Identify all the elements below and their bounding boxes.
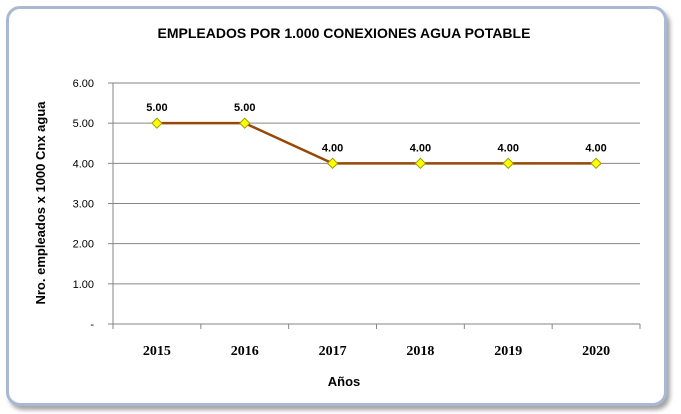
y-tick-labels: - 1.00 2.00 3.00 4.00 5.00 6.00 bbox=[73, 78, 95, 331]
y-tick-label: - bbox=[90, 319, 94, 331]
x-tick-label: 2020 bbox=[582, 344, 610, 359]
data-label: 4.00 bbox=[322, 142, 343, 154]
x-tick-label: 2018 bbox=[406, 344, 434, 359]
chart-frame bbox=[6, 6, 667, 406]
data-point-marker bbox=[414, 157, 427, 170]
gridlines bbox=[113, 82, 640, 285]
x-axis-title: Años bbox=[328, 374, 361, 389]
x-tick-label: 2017 bbox=[319, 344, 347, 359]
data-point-marker bbox=[239, 117, 251, 129]
data-point-marker bbox=[151, 117, 163, 129]
y-tick-label: 6.00 bbox=[73, 78, 94, 90]
y-tick-label: 4.00 bbox=[73, 158, 94, 170]
data-label: 4.00 bbox=[498, 142, 519, 154]
data-point-marker bbox=[502, 157, 514, 170]
axes bbox=[108, 82, 641, 329]
data-label: 5.00 bbox=[234, 102, 255, 114]
y-tick-label: 3.00 bbox=[73, 199, 94, 211]
data-label: 5.00 bbox=[146, 102, 167, 114]
y-tick-label: 5.00 bbox=[73, 118, 94, 130]
markers bbox=[151, 117, 602, 170]
data-labels: 5.00 5.00 4.00 4.00 4.00 4.00 bbox=[146, 102, 607, 154]
y-axis-title: Nro. empleados x 1000 Cnx agua bbox=[33, 101, 48, 305]
y-tick-label: 1.00 bbox=[73, 279, 94, 291]
data-label: 4.00 bbox=[410, 142, 431, 154]
y-tick-label: 2.00 bbox=[73, 239, 94, 251]
chart-title: EMPLEADOS POR 1.000 CONEXIONES AGUA POTA… bbox=[158, 25, 531, 41]
series-line bbox=[156, 121, 597, 165]
x-tick-label: 2015 bbox=[143, 344, 171, 359]
x-tick-label: 2019 bbox=[494, 344, 522, 359]
x-tick-labels: 2015 2016 2017 2018 2019 2020 bbox=[143, 344, 610, 359]
data-label: 4.00 bbox=[585, 142, 606, 154]
data-point-marker bbox=[326, 157, 339, 170]
data-point-marker bbox=[590, 157, 602, 170]
x-tick-label: 2016 bbox=[231, 344, 259, 359]
